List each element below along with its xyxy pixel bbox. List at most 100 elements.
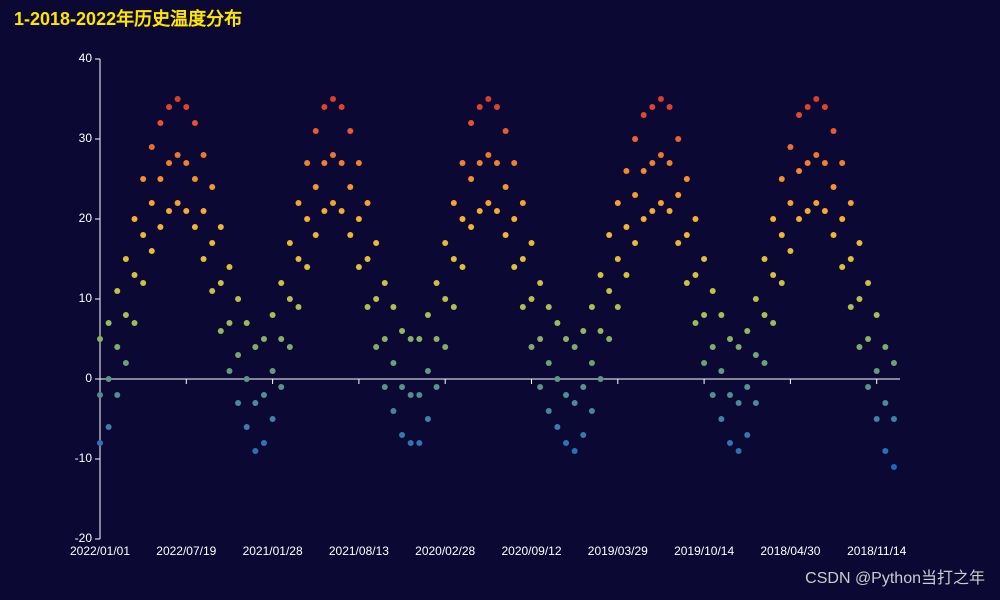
point: [865, 384, 872, 390]
point: [209, 240, 216, 246]
point: [105, 376, 112, 382]
point: [416, 392, 423, 398]
point: [701, 256, 708, 262]
point: [709, 344, 716, 350]
point: [191, 120, 198, 126]
point: [882, 448, 889, 454]
point: [416, 336, 423, 342]
point: [381, 280, 388, 286]
point: [588, 360, 595, 366]
point: [355, 264, 362, 270]
point: [882, 400, 889, 406]
point: [442, 296, 449, 302]
point: [657, 200, 664, 206]
point: [226, 368, 233, 374]
point: [847, 200, 854, 206]
point: [606, 232, 613, 238]
point: [97, 392, 103, 398]
point: [278, 336, 285, 342]
point: [381, 384, 388, 390]
point: [243, 320, 250, 326]
point: [632, 136, 639, 142]
point: [459, 160, 466, 166]
point: [166, 160, 173, 166]
point: [796, 216, 803, 222]
point: [821, 208, 828, 214]
point: [373, 240, 380, 246]
point: [252, 344, 259, 350]
point: [545, 304, 552, 310]
point: [511, 216, 518, 222]
watermark: CSDN @Python当打之年: [805, 569, 985, 587]
point: [157, 224, 164, 230]
point: [304, 216, 311, 222]
point: [588, 304, 595, 310]
point: [217, 280, 224, 286]
point: [821, 160, 828, 166]
point: [519, 304, 526, 310]
point: [882, 344, 889, 350]
point: [675, 192, 682, 198]
point: [252, 400, 259, 406]
point: [588, 408, 595, 414]
point: [787, 144, 794, 150]
point: [761, 360, 768, 366]
point: [752, 400, 759, 406]
point: [692, 216, 699, 222]
point: [778, 176, 785, 182]
point: [131, 216, 138, 222]
point: [174, 200, 181, 206]
point: [450, 304, 457, 310]
point: [468, 224, 475, 230]
point: [381, 336, 388, 342]
point: [597, 272, 604, 278]
point: [537, 280, 544, 286]
point: [606, 288, 613, 294]
point: [623, 168, 630, 174]
point: [114, 288, 121, 294]
point: [140, 176, 147, 182]
point: [468, 120, 475, 126]
point: [873, 416, 880, 422]
point: [476, 160, 483, 166]
point: [390, 360, 397, 366]
point: [632, 192, 639, 198]
point: [355, 216, 362, 222]
point: [235, 400, 242, 406]
point: [140, 280, 147, 286]
point: [424, 312, 431, 318]
point: [701, 312, 708, 318]
x-tick-label: 2019/03/29: [588, 544, 648, 558]
point: [597, 328, 604, 334]
point: [105, 320, 112, 326]
point: [537, 336, 544, 342]
point: [519, 200, 526, 206]
point: [839, 160, 846, 166]
point: [459, 264, 466, 270]
point: [321, 104, 328, 110]
y-tick-label: 0: [85, 371, 92, 385]
point: [148, 144, 155, 150]
point: [174, 96, 181, 102]
point: [649, 160, 656, 166]
point: [796, 168, 803, 174]
point: [433, 384, 440, 390]
point: [364, 304, 371, 310]
point: [183, 104, 190, 110]
point: [873, 312, 880, 318]
point: [528, 344, 535, 350]
point: [580, 384, 587, 390]
point: [485, 152, 492, 158]
point: [373, 344, 380, 350]
point: [675, 136, 682, 142]
point: [692, 320, 699, 326]
point: [752, 296, 759, 302]
point: [200, 256, 207, 262]
point: [701, 360, 708, 366]
point: [726, 440, 733, 446]
point: [718, 416, 725, 422]
point: [571, 344, 578, 350]
point: [787, 200, 794, 206]
point: [718, 312, 725, 318]
point: [416, 440, 423, 446]
